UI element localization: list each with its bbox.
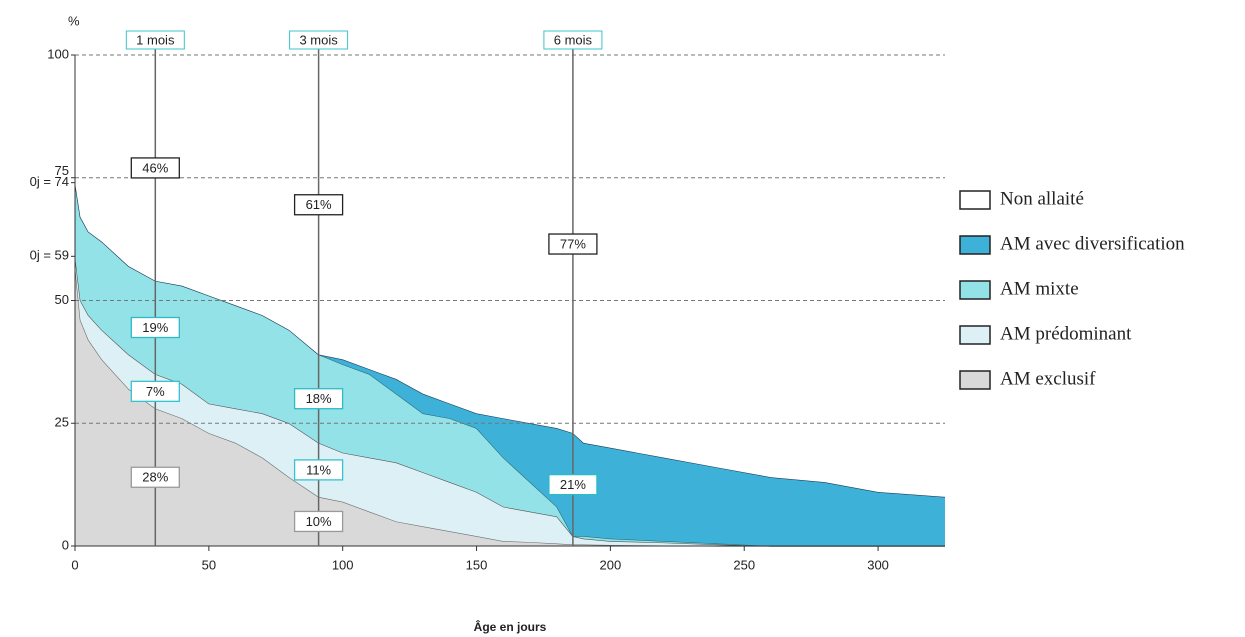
x-tick-label: 250 (733, 557, 755, 572)
y-tick-label: 0j = 59 (30, 248, 69, 263)
month-label: 1 mois (136, 32, 175, 47)
month-box (289, 30, 349, 50)
value-box (548, 473, 598, 496)
month-box (543, 30, 603, 50)
value-box (130, 157, 180, 179)
legend-label: AM prédominant (1000, 323, 1132, 344)
value-box (293, 388, 344, 410)
legend-label: AM avec diversification (1000, 233, 1185, 254)
value-box (130, 380, 180, 402)
value-label: 46% (142, 160, 168, 175)
area (75, 182, 945, 546)
month-box (125, 30, 185, 50)
y-tick-label: 75 (55, 163, 69, 178)
area (75, 256, 945, 546)
legend-label: AM mixte (1000, 278, 1079, 299)
legend-label: AM exclusif (1000, 368, 1096, 389)
x-tick-label: 150 (466, 557, 488, 572)
area (75, 55, 945, 497)
legend-swatch (959, 280, 991, 300)
month-label: 3 mois (299, 32, 338, 47)
legend-swatch (959, 325, 991, 345)
value-label: 77% (560, 236, 586, 251)
value-label: 19% (142, 320, 168, 335)
y-tick-label: 25 (55, 415, 69, 430)
value-label: 11% (306, 462, 331, 477)
legend-swatch (959, 190, 991, 210)
x-tick-label: 50 (202, 557, 216, 572)
legend-label: Non allaité (1000, 188, 1084, 209)
area (75, 266, 945, 546)
value-box (548, 233, 598, 255)
month-label: 6 mois (554, 32, 593, 47)
legend-swatch (959, 235, 991, 255)
y-tick-label: 100 (47, 46, 69, 61)
value-label: 18% (306, 391, 332, 406)
value-box (130, 316, 180, 339)
y-tick-label: 0j = 74 (30, 174, 69, 189)
value-box (293, 510, 344, 533)
x-tick-label: 300 (867, 557, 889, 572)
value-label: 61% (306, 197, 332, 212)
x-axis-label: Âge en jours (474, 619, 547, 634)
value-label: 7% (146, 384, 165, 399)
value-label: 21% (560, 477, 586, 492)
y-tick-label: 0 (62, 537, 69, 552)
area (75, 182, 945, 546)
value-label: 28% (142, 470, 168, 485)
y-axis-label: % (68, 13, 80, 28)
value-label: 10% (306, 514, 332, 529)
x-tick-label: 100 (332, 557, 354, 572)
legend-swatch (959, 370, 991, 390)
value-box (130, 466, 180, 488)
y-tick-label: 50 (55, 292, 69, 307)
x-tick-label: 0 (71, 557, 78, 572)
value-box (293, 194, 344, 216)
value-box (293, 459, 344, 481)
x-tick-label: 200 (600, 557, 622, 572)
